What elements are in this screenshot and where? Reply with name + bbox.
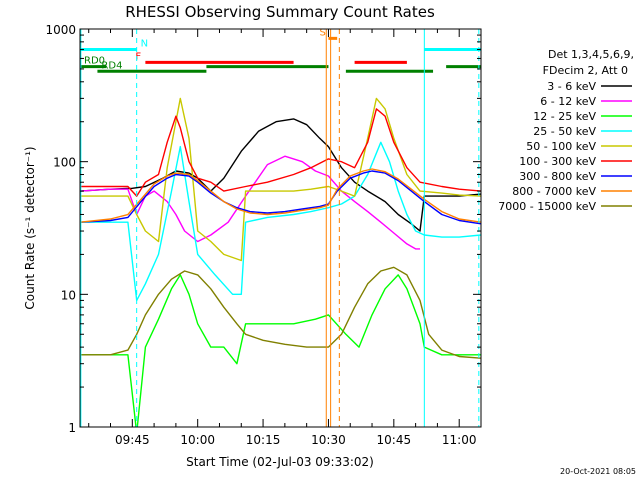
plot-frame [79, 28, 482, 428]
series-line-800-7000-kev [80, 168, 481, 223]
series-line-25-50-kev [80, 141, 481, 302]
x-tick-label: 10:45 [377, 433, 412, 447]
y-tick-label: 10 [61, 288, 76, 302]
bar-label-f: F [135, 51, 141, 62]
legend-label-3-6-kev: 3 - 6 keV [547, 80, 596, 93]
series-line-12-25-kev [80, 274, 481, 427]
legend-label-6-12-kev: 6 - 12 keV [540, 95, 596, 108]
legend-label-800-7000-kev: 800 - 7000 keV [512, 185, 596, 198]
x-tick-label: 11:00 [442, 433, 477, 447]
x-tick-label: 10:30 [311, 433, 346, 447]
legend-label-300-800-kev: 300 - 800 keV [519, 170, 596, 183]
legend-label-25-50-kev: 25 - 50 keV [533, 125, 596, 138]
x-axis: 09:45 10:00 10:15 10:30 10:45 11:00 [88, 29, 482, 447]
series-layer [80, 97, 481, 427]
y-tick-label: 1000 [45, 23, 76, 37]
legend-label-12-25-kev: 12 - 25 keV [533, 110, 596, 123]
x-tick-label: 10:15 [246, 433, 281, 447]
legend-label-7000-15000-kev: 7000 - 15000 keV [498, 200, 596, 213]
bar-label-rd4: RD4 [101, 60, 122, 71]
bar-label-s: S [319, 27, 325, 38]
bar-label-rd0: RD0 [84, 56, 105, 67]
x-tick-label: 10:00 [180, 433, 215, 447]
y-tick-label: 100 [53, 156, 76, 170]
series-line-100-300-kev [80, 108, 481, 197]
series-line-7000-15000-kev [80, 266, 481, 359]
legend-header-line-2: FDecim 2, Att 0 [543, 64, 628, 77]
y-tick-label: 1 [68, 421, 76, 435]
bar-label-n: N [141, 39, 148, 50]
legend-header-line-1: Det 1,3,4,5,6,9, [548, 48, 634, 61]
series-line-50-100-kev [80, 97, 481, 262]
footer-timestamp: 20-Oct-2021 08:05 [560, 467, 636, 476]
legend-label-100-300-kev: 100 - 300 keV [519, 155, 596, 168]
vertical-lines-layer [80, 29, 480, 427]
series-line-300-800-kev [80, 170, 481, 225]
x-tick-label: 09:45 [115, 433, 150, 447]
x-axis-label: Start Time (02-Jul-03 09:33:02) [186, 455, 374, 469]
y-axis: 1 10 100 1000 [45, 23, 481, 435]
y-axis-label: Count Rate (s⁻¹ detector⁻¹) [23, 146, 37, 309]
chart-title: RHESSI Observing Summary Count Rates [125, 3, 435, 21]
legend-label-50-100-kev: 50 - 100 keV [526, 140, 596, 153]
legend: Det 1,3,4,5,6,9, FDecim 2, Att 0 3 - 6 k… [498, 48, 634, 213]
